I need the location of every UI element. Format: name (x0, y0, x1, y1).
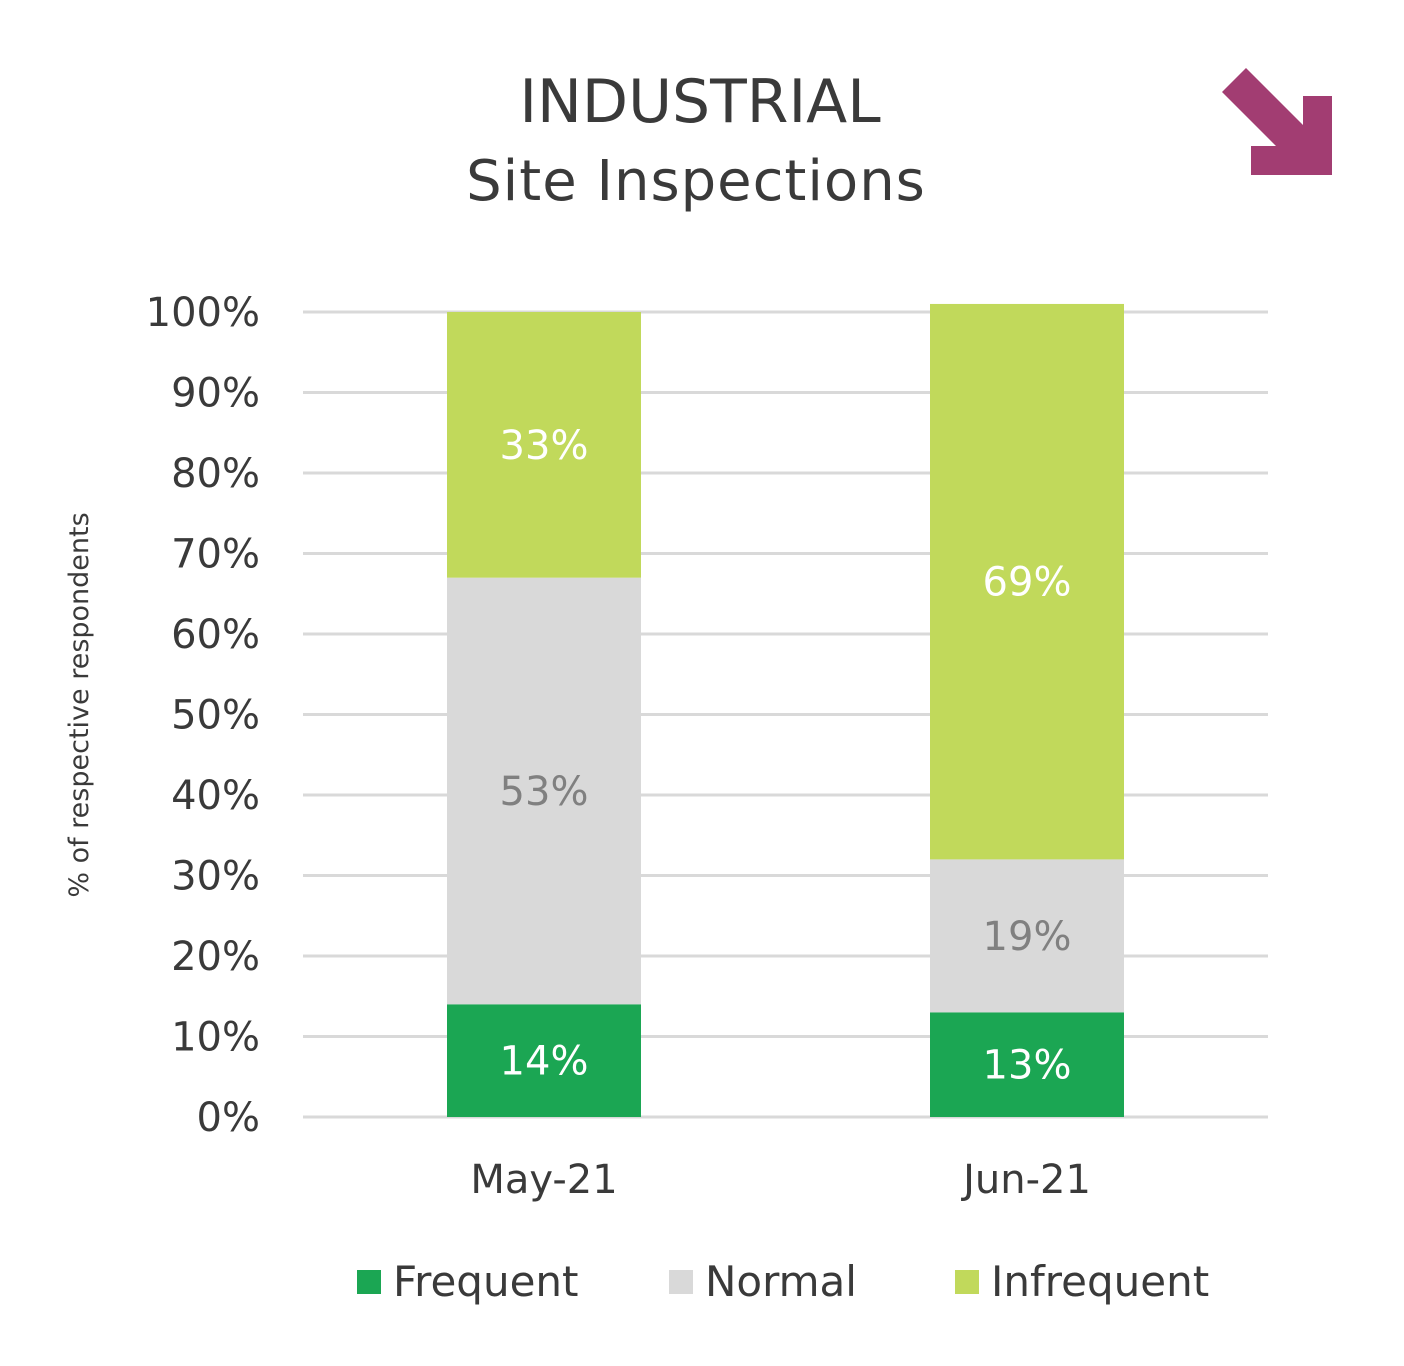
data-label: 19% (983, 914, 1072, 960)
legend-label: Infrequent (991, 1257, 1209, 1306)
chart-subtitle: Site Inspections (466, 149, 926, 214)
x-tick-label: Jun-21 (960, 1157, 1091, 1203)
data-label: 53% (500, 769, 589, 815)
data-label: 13% (983, 1043, 1072, 1089)
legend: Frequent Normal Infrequent (357, 1257, 1209, 1306)
legend-swatch-normal (669, 1270, 693, 1294)
data-labels: 14% 53% 33% 13% 19% 69% (500, 423, 1072, 1089)
data-label: 14% (500, 1039, 589, 1085)
y-tick-label: 80% (171, 451, 260, 497)
data-label: 69% (983, 560, 1072, 606)
y-tick-label: 30% (171, 854, 260, 900)
y-tick-label: 20% (171, 934, 260, 980)
bar-segment-normal (930, 859, 1124, 1013)
bar-segment-frequent (930, 1012, 1124, 1117)
x-axis-ticks: May-21 Jun-21 (470, 1157, 1091, 1203)
bars (447, 303, 1124, 1117)
y-tick-label: 70% (171, 532, 260, 578)
data-label: 33% (500, 423, 589, 469)
bar-segment-frequent (447, 1004, 641, 1117)
x-tick-label: May-21 (470, 1157, 617, 1203)
y-tick-label: 100% (146, 290, 260, 336)
y-tick-label: 60% (171, 612, 260, 658)
y-axis-ticks: 0% 10% 20% 30% 40% 50% 60% 70% 80% 90% 100% (146, 290, 260, 1141)
legend-swatch-infrequent (955, 1270, 979, 1294)
legend-label: Frequent (393, 1257, 579, 1306)
chart-title: INDUSTRIAL (519, 67, 881, 137)
y-tick-label: 40% (171, 773, 260, 819)
bar-segment-infrequent (447, 312, 641, 578)
legend-swatch-frequent (357, 1270, 381, 1294)
bar-segment-infrequent (930, 303, 1124, 860)
y-tick-label: 90% (171, 371, 260, 417)
y-tick-label: 50% (171, 693, 260, 739)
trend-arrow-icon (1222, 68, 1332, 175)
y-tick-label: 0% (197, 1095, 260, 1141)
y-axis-label: % of respective respondents (64, 512, 95, 897)
bar-segment-normal (447, 577, 641, 1005)
legend-label: Normal (705, 1257, 857, 1306)
y-tick-label: 10% (171, 1015, 260, 1061)
